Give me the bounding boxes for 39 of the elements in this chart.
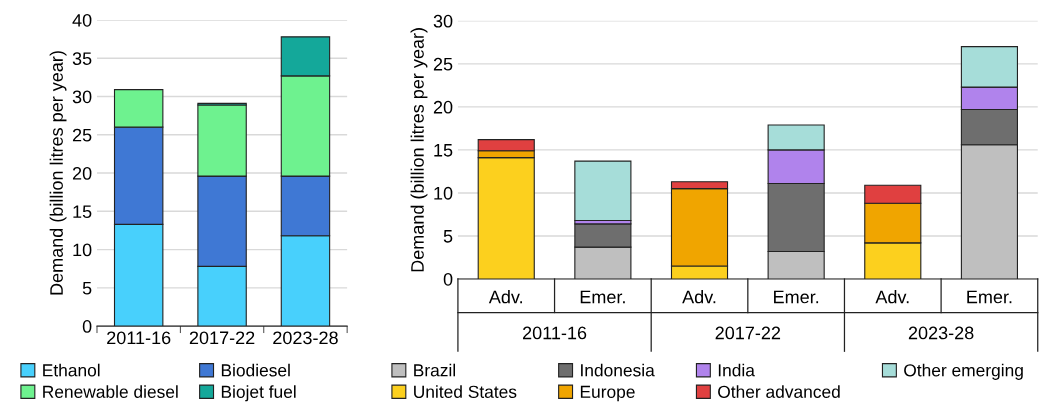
y-tick-label: 30 xyxy=(72,90,92,104)
y-tick-label: 20 xyxy=(72,166,92,180)
x-tick-label: Emer. xyxy=(967,290,1012,304)
y-tick-label: 35 xyxy=(72,52,92,65)
y-tick-label: 25 xyxy=(72,128,92,142)
legend-label: Renewable diesel xyxy=(43,385,178,398)
legend-label: Other emerging xyxy=(904,363,1023,380)
x-tick-label: 2023-28 xyxy=(273,331,338,345)
legend-label: India xyxy=(718,363,755,377)
y-tick-label: 10 xyxy=(434,186,453,200)
y-tick-label: 15 xyxy=(434,144,453,157)
y-tick-label: 0 xyxy=(443,272,453,286)
legend-label: Europe xyxy=(580,385,635,402)
x-tick-label: 2011-16 xyxy=(107,331,171,345)
legend-label: Ethanol xyxy=(43,363,100,377)
y-tick-label: 0 xyxy=(82,320,92,333)
y-tick-label: 40 xyxy=(72,13,92,27)
legend-label: Biojet fuel xyxy=(221,385,296,402)
y-axis-title: Demand (billion litres per year) xyxy=(49,51,67,295)
legend-label: Other advanced xyxy=(718,385,840,398)
x-tick-label: Adv. xyxy=(682,290,716,304)
y-tick-label: 5 xyxy=(82,281,92,295)
legend-label: United States xyxy=(414,385,517,398)
y-axis-title: Demand (billion litres per year) xyxy=(410,28,428,272)
legend-label: Brazil xyxy=(414,363,456,377)
x-tick-label: 2017-22 xyxy=(189,331,255,345)
legend-label: Biodiesel xyxy=(221,363,290,377)
x-tick-label: Adv. xyxy=(875,290,909,304)
x-tick-label: Emer. xyxy=(580,290,625,304)
legend-label: Indonesia xyxy=(581,363,655,377)
x-tick-label: Adv. xyxy=(488,290,522,304)
y-tick-label: 5 xyxy=(443,230,453,243)
y-tick-label: 10 xyxy=(73,243,92,257)
y-tick-label: 20 xyxy=(433,100,453,114)
x-tick-label: Emer. xyxy=(774,290,819,304)
y-tick-label: 30 xyxy=(433,14,453,28)
bar xyxy=(574,160,632,222)
y-tick-label: 15 xyxy=(73,205,92,219)
y-tick-label: 25 xyxy=(433,57,453,71)
